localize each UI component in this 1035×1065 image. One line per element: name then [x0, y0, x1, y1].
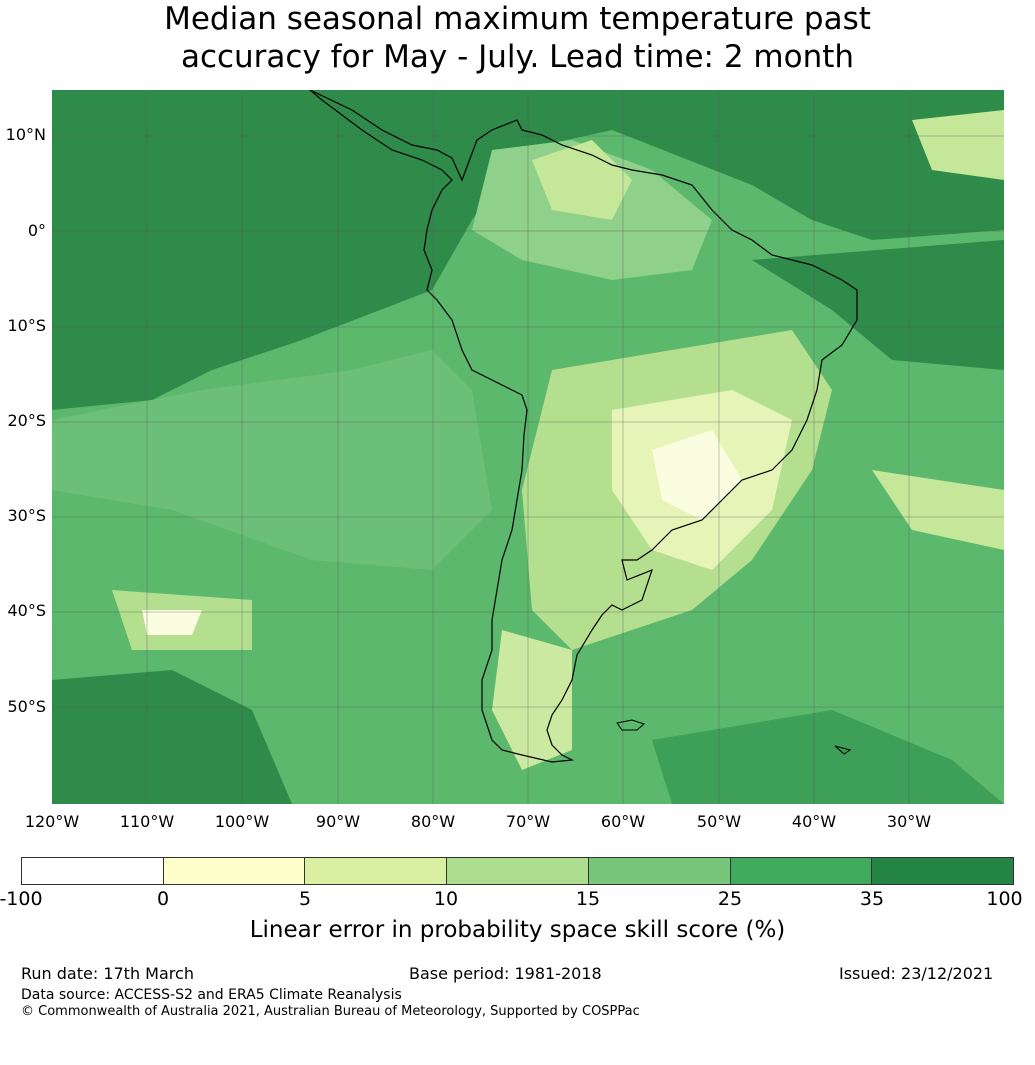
legend-tick: 0	[156, 888, 170, 910]
dark-region-southatlantic	[652, 710, 1004, 804]
lightest-region-central	[652, 430, 742, 520]
chart-title: Median seasonal maximum temperature past…	[0, 0, 1035, 76]
dark-region-north	[52, 90, 1004, 410]
map-gridlines	[52, 90, 1004, 804]
legend-swatch	[305, 858, 448, 884]
legend-swatch	[22, 858, 164, 884]
lon-label: 80°W	[410, 812, 456, 831]
legend-tick: 35	[859, 888, 885, 910]
issued-date: Issued: 23/12/2021	[839, 964, 994, 983]
lon-label: 100°W	[214, 812, 270, 831]
lat-label: 30°S	[7, 506, 46, 525]
light-region-northeast	[912, 110, 1004, 180]
light-region-andes-north	[532, 140, 632, 220]
legend-tick: 10	[433, 888, 459, 910]
legend-swatch	[588, 858, 731, 884]
title-line-2: accuracy for May - July. Lead time: 2 mo…	[180, 39, 855, 75]
copyright: © Commonwealth of Australia 2021, Austra…	[21, 1004, 640, 1019]
legend-colorbar	[21, 857, 1014, 885]
light-region-atlantic	[872, 470, 1004, 550]
legend-swatch	[163, 858, 306, 884]
lat-label: 50°S	[7, 697, 46, 716]
lat-label: 20°S	[7, 411, 46, 430]
base-period: Base period: 1981-2018	[409, 964, 602, 983]
lightest-region-pacific-south	[142, 610, 202, 635]
legend-tick: 100	[986, 888, 1023, 910]
south-georgia	[834, 745, 852, 755]
lon-label: 50°W	[696, 812, 742, 831]
legend-swatch	[447, 858, 589, 884]
lat-label: 10°N	[5, 125, 46, 144]
run-date: Run date: 17th March	[21, 964, 194, 983]
skill-map	[52, 90, 1004, 804]
lat-label: 10°S	[7, 316, 46, 335]
legend-tick: -100	[0, 888, 43, 910]
lat-label: 40°S	[7, 601, 46, 620]
legend-swatch	[872, 858, 1014, 884]
lon-label: 70°W	[505, 812, 551, 831]
lon-label: 120°W	[24, 812, 80, 831]
legend-label: Linear error in probability space skill …	[249, 917, 786, 943]
dark-region-atlantic	[752, 240, 1004, 370]
data-source: Data source: ACCESS-S2 and ERA5 Climate …	[21, 987, 402, 1003]
legend-swatch	[730, 858, 873, 884]
light-region-patagonia	[492, 630, 572, 770]
lon-label: 110°W	[119, 812, 175, 831]
lon-label: 30°W	[886, 812, 932, 831]
map-canvas	[52, 90, 1004, 804]
dark-region-southwest	[52, 670, 292, 804]
lon-label: 60°W	[600, 812, 646, 831]
legend-tick: 25	[717, 888, 743, 910]
lon-label: 90°W	[315, 812, 361, 831]
lon-label: 40°W	[791, 812, 837, 831]
title-line-1: Median seasonal maximum temperature past	[164, 1, 871, 37]
coastline	[309, 90, 858, 763]
legend-tick: 5	[298, 888, 312, 910]
medium-region-pacific	[52, 350, 492, 570]
falkland-islands	[616, 719, 645, 731]
lat-label: 0°	[27, 221, 46, 240]
legend-tick: 15	[575, 888, 601, 910]
